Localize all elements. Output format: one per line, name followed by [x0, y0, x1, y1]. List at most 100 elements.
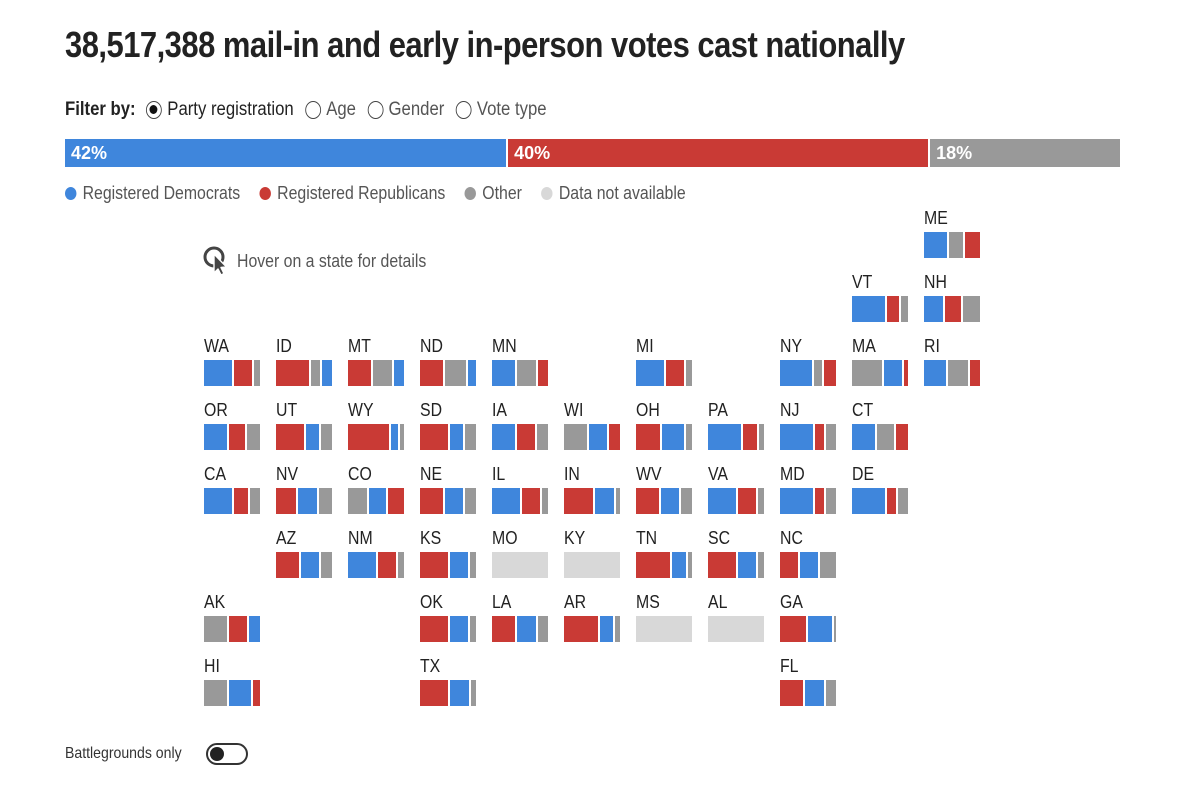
state-segment-dem — [780, 488, 816, 514]
state-tile-nd[interactable]: ND — [420, 336, 476, 388]
state-tile-az[interactable]: AZ — [276, 528, 332, 580]
state-segment-dem — [450, 552, 471, 578]
state-tile-ma[interactable]: MA — [852, 336, 908, 388]
state-tile-vt[interactable]: VT — [852, 272, 908, 324]
state-tile-mo[interactable]: MO — [492, 528, 548, 580]
state-share-bar — [276, 552, 332, 578]
state-tile-hi[interactable]: HI — [204, 656, 260, 708]
state-tile-de[interactable]: DE — [852, 464, 908, 516]
state-segment-dem — [348, 552, 378, 578]
state-tile-ak[interactable]: AK — [204, 592, 260, 644]
filter-option-label: Age — [326, 99, 356, 120]
state-tile-oh[interactable]: OH — [636, 400, 692, 452]
state-segment-dem — [321, 360, 332, 386]
state-tile-ky[interactable]: KY — [564, 528, 620, 580]
state-tile-me[interactable]: ME — [924, 208, 980, 260]
state-tile-ks[interactable]: KS — [420, 528, 476, 580]
radio-icon[interactable] — [305, 101, 321, 119]
state-segment-other — [813, 360, 824, 386]
state-tile-il[interactable]: IL — [492, 464, 548, 516]
state-tile-va[interactable]: VA — [708, 464, 764, 516]
state-abbr: IA — [492, 400, 507, 420]
legend-item-dem: Registered Democrats — [65, 183, 240, 204]
state-tile-co[interactable]: CO — [348, 464, 404, 516]
state-segment-other — [615, 488, 620, 514]
state-segment-other — [688, 552, 692, 578]
state-tile-la[interactable]: LA — [492, 592, 548, 644]
state-share-bar — [564, 424, 620, 450]
state-tile-ny[interactable]: NY — [780, 336, 836, 388]
state-segment-rep — [420, 552, 451, 578]
state-tile-sd[interactable]: SD — [420, 400, 476, 452]
state-tile-sc[interactable]: SC — [708, 528, 764, 580]
state-share-bar — [420, 552, 476, 578]
state-segment-rep — [815, 488, 826, 514]
state-tile-ct[interactable]: CT — [852, 400, 908, 452]
state-tile-ne[interactable]: NE — [420, 464, 476, 516]
state-tile-wy[interactable]: WY — [348, 400, 404, 452]
state-segment-rep — [815, 424, 826, 450]
state-tile-nj[interactable]: NJ — [780, 400, 836, 452]
state-tile-ri[interactable]: RI — [924, 336, 980, 388]
state-tile-pa[interactable]: PA — [708, 400, 764, 452]
state-tile-tx[interactable]: TX — [420, 656, 476, 708]
radio-icon[interactable] — [367, 101, 384, 119]
legend-item-rep: Registered Republicans — [259, 183, 445, 204]
state-tile-ga[interactable]: GA — [780, 592, 836, 644]
state-tile-nv[interactable]: NV — [276, 464, 332, 516]
legend-dot-icon — [259, 186, 271, 200]
state-tile-or[interactable]: OR — [204, 400, 260, 452]
filter-option-vote-type[interactable]: Vote type — [455, 99, 547, 121]
state-tile-mn[interactable]: MN — [492, 336, 548, 388]
state-tile-fl[interactable]: FL — [780, 656, 836, 708]
state-segment-rep — [636, 488, 661, 514]
national-segment-rep: 40% — [508, 139, 931, 167]
state-abbr: OH — [636, 400, 660, 420]
state-tile-ok[interactable]: OK — [420, 592, 476, 644]
state-segment-other — [758, 488, 764, 514]
national-segment-dem: 42% — [65, 139, 509, 167]
state-segment-other — [247, 424, 260, 450]
filter-option-age[interactable]: Age — [305, 99, 356, 121]
state-tile-mi[interactable]: MI — [636, 336, 692, 388]
radio-icon[interactable] — [455, 101, 472, 119]
state-segment-rep — [492, 616, 518, 642]
state-tile-nc[interactable]: NC — [780, 528, 836, 580]
state-share-bar — [492, 424, 548, 450]
state-tile-md[interactable]: MD — [780, 464, 836, 516]
state-tile-ms[interactable]: MS — [636, 592, 692, 644]
toggle-knob[interactable] — [209, 747, 224, 761]
state-tile-ut[interactable]: UT — [276, 400, 332, 452]
filter-label: Filter by: — [65, 99, 136, 120]
battlegrounds-toggle[interactable] — [205, 743, 248, 765]
state-tile-nh[interactable]: NH — [924, 272, 980, 324]
state-tile-id[interactable]: ID — [276, 336, 332, 388]
state-tile-wa[interactable]: WA — [204, 336, 260, 388]
filter-option-party-registration[interactable]: Party registration — [146, 99, 294, 121]
legend-label: Registered Democrats — [82, 182, 241, 203]
state-tile-mt[interactable]: MT — [348, 336, 404, 388]
state-abbr: OR — [204, 400, 228, 420]
state-segment-other — [470, 616, 476, 642]
state-share-bar — [492, 360, 548, 386]
state-tile-al[interactable]: AL — [708, 592, 764, 644]
state-segment-rep — [420, 424, 451, 450]
state-share-bar — [636, 616, 692, 642]
state-tile-ca[interactable]: CA — [204, 464, 260, 516]
filter-option-gender[interactable]: Gender — [367, 99, 444, 121]
state-tile-ia[interactable]: IA — [492, 400, 548, 452]
state-tile-ar[interactable]: AR — [564, 592, 620, 644]
state-share-bar — [564, 616, 620, 642]
legend-label: Data not available — [558, 182, 686, 203]
state-tile-wi[interactable]: WI — [564, 400, 620, 452]
state-segment-rep — [780, 680, 806, 706]
state-tile-tn[interactable]: TN — [636, 528, 692, 580]
state-tile-in[interactable]: IN — [564, 464, 620, 516]
state-share-bar — [852, 296, 908, 322]
state-segment-rep — [903, 360, 908, 386]
radio-selected-icon[interactable] — [146, 101, 163, 119]
state-share-bar — [204, 616, 260, 642]
state-tile-nm[interactable]: NM — [348, 528, 404, 580]
state-segment-rep — [348, 360, 374, 386]
state-tile-wv[interactable]: WV — [636, 464, 692, 516]
